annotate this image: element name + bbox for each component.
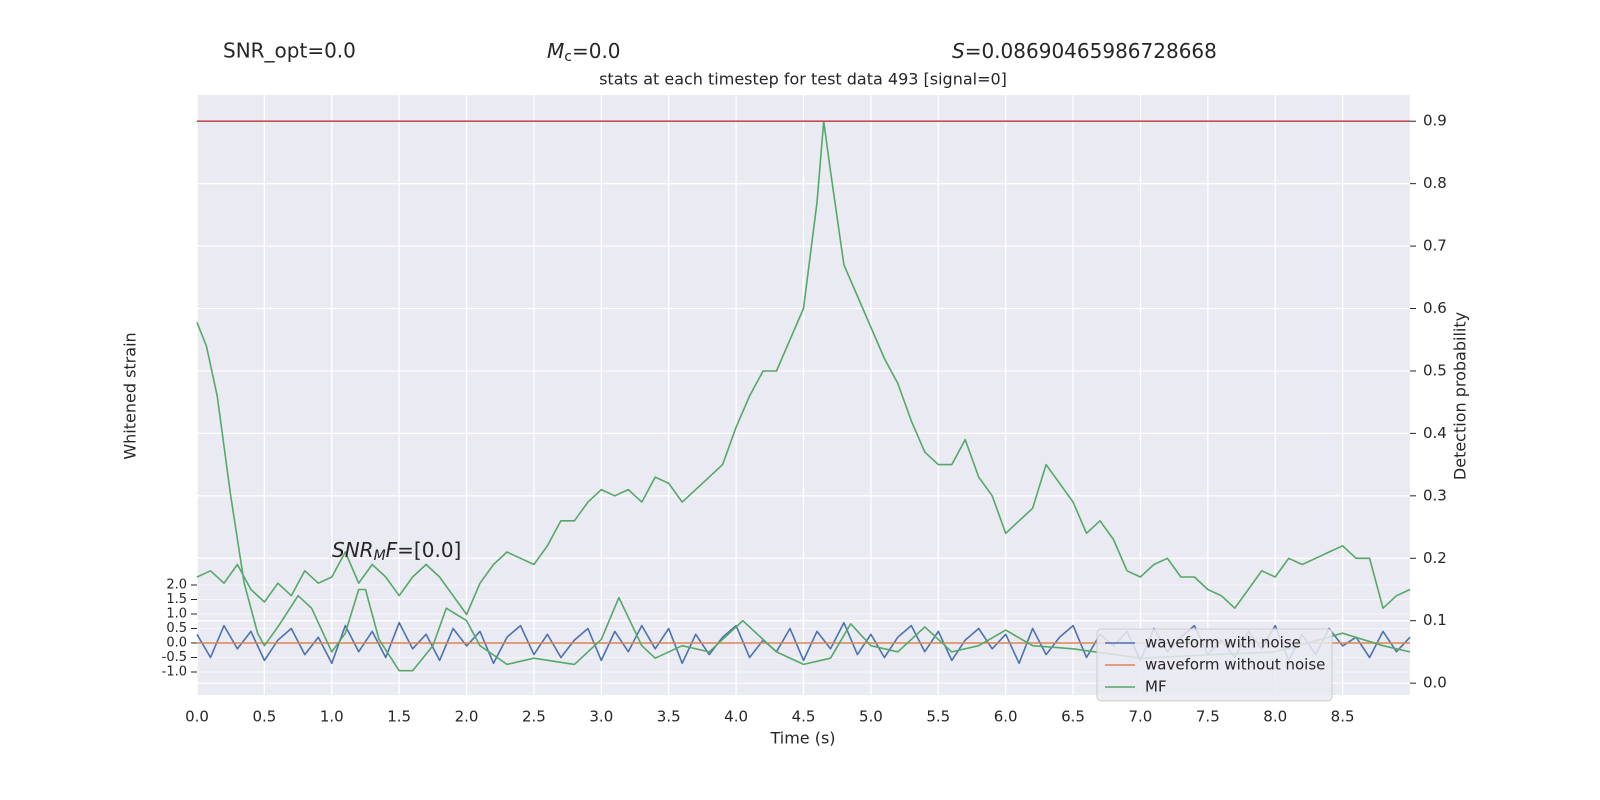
- mc-rest: =0.0: [572, 39, 621, 63]
- x-tick-label: 1.0: [320, 708, 344, 726]
- x-tick-label: 3.5: [657, 708, 681, 726]
- y2-tick-label: 0.3: [1423, 486, 1447, 504]
- chart-title: stats at each timestep for test data 493…: [599, 70, 1007, 89]
- y2-tick-label: 0.0: [1423, 674, 1447, 692]
- y-axis-label: Whitened strain: [121, 332, 140, 459]
- y-tick-label: 0.0: [166, 636, 187, 651]
- x-tick-label: 5.0: [859, 708, 883, 726]
- x-tick-label: 4.5: [792, 708, 816, 726]
- legend-box: [1096, 628, 1333, 702]
- mc-symbol: M: [547, 39, 564, 63]
- x-tick-label: 0.0: [185, 708, 209, 726]
- x-tick-label: 2.0: [455, 708, 479, 726]
- y2-tick-label: 0.8: [1423, 174, 1447, 192]
- snr-mf-after: F: [386, 538, 398, 562]
- snr-mf-subscript: M: [374, 548, 386, 564]
- mc-annotation: Mc=0.0: [547, 39, 621, 66]
- snr-mf-rest: =[0.0]: [397, 538, 461, 562]
- y2-tick-label: 0.6: [1423, 299, 1447, 317]
- y2-tick-label: 0.4: [1423, 424, 1447, 442]
- x-tick-label: 3.0: [589, 708, 613, 726]
- y-tick-label: 0.5: [166, 621, 187, 636]
- s-annotation: S=0.08690465986728668: [952, 39, 1217, 63]
- snr-mf-symbol: SNR: [332, 538, 374, 562]
- y2-tick-label: 0.9: [1423, 112, 1447, 130]
- legend-label: waveform with noise: [1145, 634, 1301, 652]
- y2-tick-label: 0.7: [1423, 237, 1447, 255]
- y2-tick-label: 0.2: [1423, 549, 1447, 567]
- y-tick-label: 2.0: [166, 578, 187, 593]
- legend-label: MF: [1145, 678, 1167, 696]
- legend-label: waveform without noise: [1145, 656, 1325, 674]
- snr-mf-annotation: SNRMF=[0.0]: [332, 538, 461, 565]
- legend: waveform with noise waveform without nois…: [1096, 628, 1333, 702]
- x-tick-label: 6.5: [1061, 708, 1085, 726]
- x-tick-label: 2.5: [522, 708, 546, 726]
- y2-tick-label: 0.5: [1423, 361, 1447, 379]
- y-tick-label: -0.5: [162, 650, 187, 665]
- y-tick-label: -1.0: [162, 665, 187, 680]
- x-tick-label: 1.5: [387, 708, 411, 726]
- s-symbol: S: [952, 39, 965, 63]
- y-tick-label: 1.0: [166, 607, 187, 622]
- series-line: [196, 120, 1411, 616]
- y2-axis-label: Detection probability: [1451, 312, 1470, 480]
- x-tick-label: 0.5: [252, 708, 276, 726]
- mc-subscript: c: [564, 49, 572, 65]
- snr-opt: SNR_opt=0.0: [223, 39, 356, 63]
- x-tick-label: 5.5: [926, 708, 950, 726]
- x-tick-label: 4.0: [724, 708, 748, 726]
- x-axis-label: Time (s): [769, 729, 835, 748]
- y-tick-label: 1.5: [166, 592, 187, 607]
- x-tick-label: 7.0: [1129, 708, 1153, 726]
- x-tick-label: 8.0: [1263, 708, 1287, 726]
- s-rest: =0.08690465986728668: [965, 39, 1217, 63]
- series-line: [196, 322, 1411, 672]
- x-tick-label: 6.0: [994, 708, 1018, 726]
- y2-tick-label: 0.1: [1423, 611, 1447, 629]
- x-tick-label: 7.5: [1196, 708, 1220, 726]
- x-tick-label: 8.5: [1331, 708, 1355, 726]
